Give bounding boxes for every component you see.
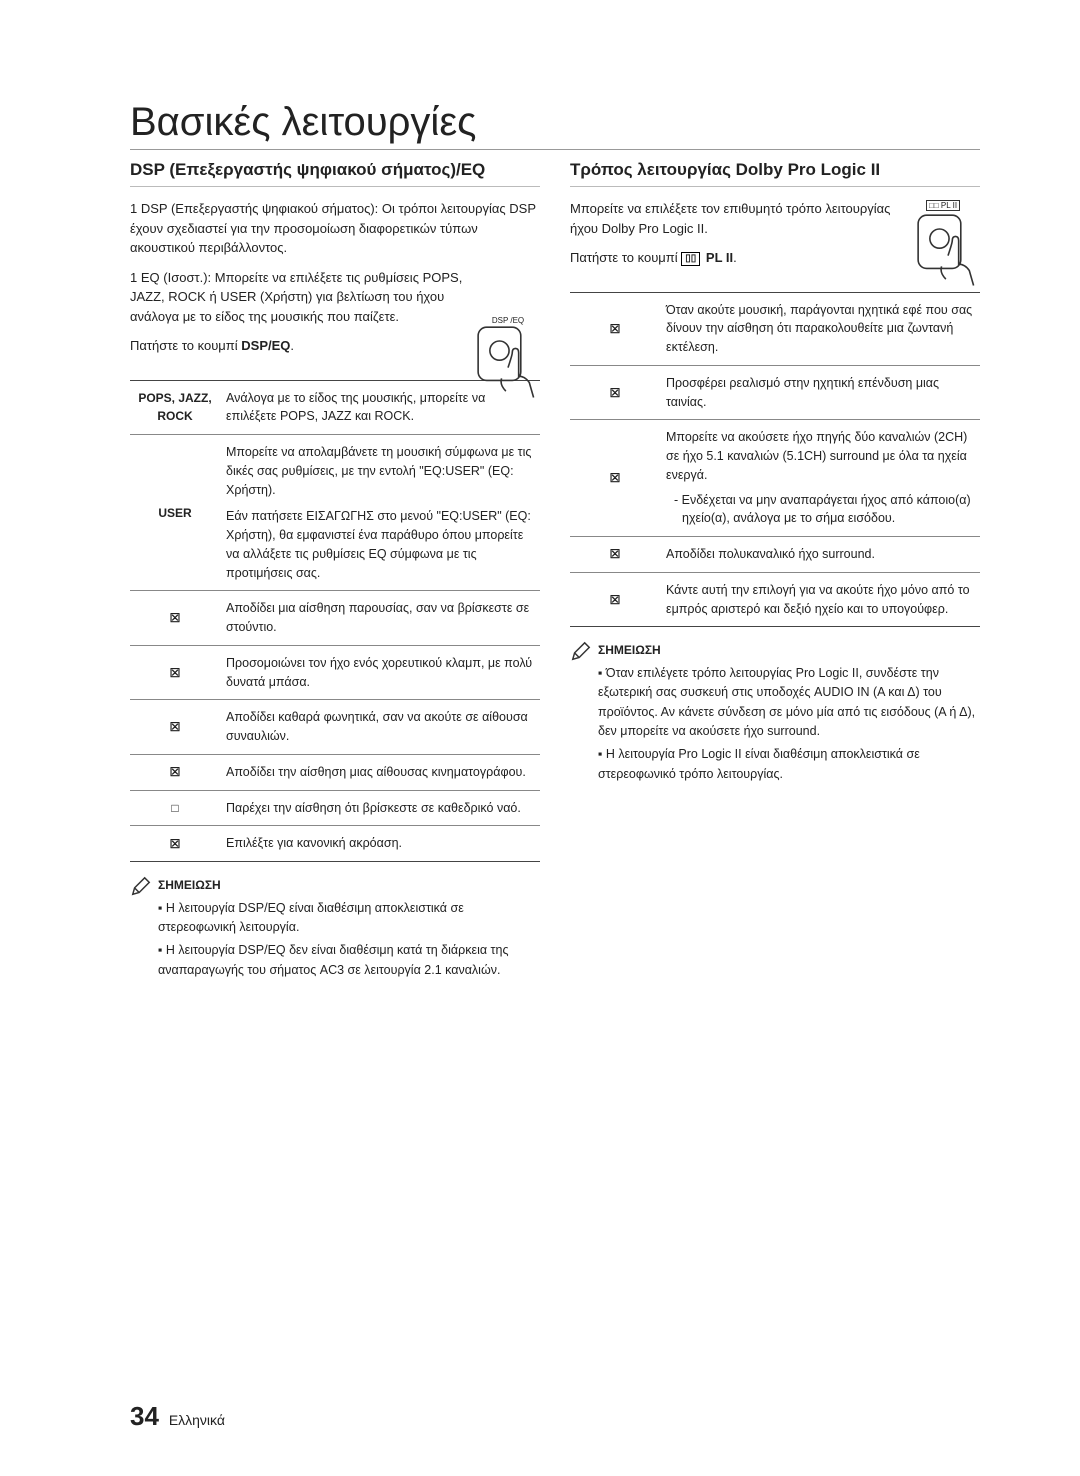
page-title: Βασικές λειτουργίες: [130, 100, 980, 150]
mode-desc: Μπορείτε να ακούσετε ήχο πηγής δύο καναλ…: [658, 420, 980, 537]
mode-desc-a: Μπορείτε να ακούσετε ήχο πηγής δύο καναλ…: [666, 428, 974, 484]
mode-desc: Προσφέρει ρεαλισμό στην ηχητική επένδυση…: [658, 365, 980, 420]
intro1-text: DSP (Επεξεργαστής ψηφιακού σήματος): Οι …: [130, 201, 536, 255]
mode-key: POPS, JAZZ, ROCK: [130, 380, 218, 435]
page-number: 34: [130, 1401, 159, 1431]
table-row: ☒ Προσομοιώνει τον ήχο ενός χορευτικού κ…: [130, 645, 540, 700]
press-suffix: .: [290, 338, 294, 353]
mode-desc: Αποδίδει την αίσθηση μιας αίθουσας κινημ…: [218, 754, 540, 790]
mode-key: ☒: [130, 700, 218, 755]
mode-desc-a: Μπορείτε να απολαμβάνετε τη μουσική σύμφ…: [226, 443, 534, 499]
table-row: ☒ Αποδίδει πολυκαναλικό ήχο surround.: [570, 537, 980, 573]
press-btn-label: DSP/EQ: [241, 338, 290, 353]
mode-desc: Προσομοιώνει τον ήχο ενός χορευτικού κλα…: [218, 645, 540, 700]
dsp-note: ΣΗΜΕΙΩΣΗ ▪ Η λειτουργία DSP/EQ είναι δια…: [130, 876, 540, 984]
dolby-table: ☒ Όταν ακούτε μουσική, παράγονται ηχητικ…: [570, 292, 980, 628]
note-line-1-text: Όταν επιλέγετε τρόπο λειτουργίας Pro Log…: [598, 666, 975, 738]
note-body: ΣΗΜΕΙΩΣΗ ▪ Όταν επιλέγετε τρόπο λειτουργ…: [598, 641, 980, 788]
table-row: ☒ Αποδίδει μια αίσθηση παρουσίας, σαν να…: [130, 591, 540, 646]
pencil-note-icon: [130, 876, 152, 898]
page-language: Ελληνικά: [169, 1412, 225, 1428]
intro1-label: 1: [130, 201, 137, 216]
mode-key: □: [130, 790, 218, 826]
note-title: ΣΗΜΕΙΩΣΗ: [158, 876, 540, 895]
intro2-label: 1: [130, 270, 137, 285]
note-line-1: ▪ Η λειτουργία DSP/EQ είναι διαθέσιμη απ…: [158, 899, 540, 938]
mode-desc: Αποδίδει καθαρά φωνητικά, σαν να ακούτε …: [218, 700, 540, 755]
dolby-note: ΣΗΜΕΙΩΣΗ ▪ Όταν επιλέγετε τρόπο λειτουργ…: [570, 641, 980, 788]
mode-key: ☒: [130, 754, 218, 790]
mode-key: USER: [130, 435, 218, 591]
press-prefix: Πατήστε το κουμπί: [570, 250, 681, 265]
table-row: ☒ Αποδίδει την αίσθηση μιας αίθουσας κιν…: [130, 754, 540, 790]
two-column-layout: DSP (Επεξεργαστής ψηφιακού σήματος)/EQ 1…: [130, 160, 980, 984]
note-line-1-text: Η λειτουργία DSP/EQ είναι διαθέσιμη αποκ…: [158, 901, 464, 934]
mode-key: ☒: [130, 826, 218, 862]
table-row: ☒ Αποδίδει καθαρά φωνητικά, σαν να ακούτ…: [130, 700, 540, 755]
mode-key: ☒: [570, 537, 658, 573]
note-line-1: ▪ Όταν επιλέγετε τρόπο λειτουργίας Pro L…: [598, 664, 980, 742]
note-line-2: ▪ Η λειτουργία DSP/EQ δεν είναι διαθέσιμ…: [158, 941, 540, 980]
mode-key: ☒: [570, 365, 658, 420]
remote-press-icon: [916, 213, 980, 298]
dolby-heading: Τρόπος λειτουργίας Dolby Pro Logic II: [570, 160, 980, 187]
press-prefix: Πατήστε το κουμπί: [130, 338, 241, 353]
table-row: ☒ Μπορείτε να ακούσετε ήχο πηγής δύο καν…: [570, 420, 980, 537]
note-line-2-text: Η λειτουργία DSP/EQ δεν είναι διαθέσιμη …: [158, 943, 508, 976]
mode-desc-b: Εάν πατήσετε ΕΙΣΑΓΩΓΗΣ στο μενού "EQ:USE…: [226, 507, 534, 582]
page-footer: 34 Ελληνικά: [130, 1401, 225, 1432]
mode-key: ☒: [570, 572, 658, 627]
press-btn-label: PL II: [706, 250, 733, 265]
mode-key: ☒: [570, 292, 658, 365]
table-row: □ Παρέχει την αίσθηση ότι βρίσκεστε σε κ…: [130, 790, 540, 826]
dsp-eq-btn-mini-label: DSP /EQ: [476, 316, 540, 325]
right-column: Τρόπος λειτουργίας Dolby Pro Logic II Μπ…: [570, 160, 980, 984]
pencil-note-icon: [570, 641, 592, 663]
mode-desc-sub: - Ενδέχεται να μην αναπαράγεται ήχος από…: [666, 491, 974, 529]
intro2-text: EQ (Ισοστ.): Μπορείτε να επιλέξετε τις ρ…: [130, 270, 462, 324]
mode-desc: Αποδίδει πολυκαναλικό ήχο surround.: [658, 537, 980, 573]
mode-desc: Κάντε αυτή την επιλογή για να ακούτε ήχο…: [658, 572, 980, 627]
note-line-2-text: Η λειτουργία Pro Logic II είναι διαθέσιμ…: [598, 747, 920, 780]
mode-key: ☒: [130, 645, 218, 700]
mode-key: ☒: [570, 420, 658, 537]
table-row: ☒ Προσφέρει ρεαλισμό στην ηχητική επένδυ…: [570, 365, 980, 420]
note-title: ΣΗΜΕΙΩΣΗ: [598, 641, 980, 660]
press-suffix: .: [733, 250, 737, 265]
dsp-eq-heading: DSP (Επεξεργαστής ψηφιακού σήματος)/EQ: [130, 160, 540, 187]
left-column: DSP (Επεξεργαστής ψηφιακού σήματος)/EQ 1…: [130, 160, 540, 984]
mode-key: ☒: [130, 591, 218, 646]
mode-desc: Μπορείτε να απολαμβάνετε τη μουσική σύμφ…: [218, 435, 540, 591]
remote-press-icon: [476, 325, 540, 410]
table-row: USER Μπορείτε να απολαμβάνετε τη μουσική…: [130, 435, 540, 591]
dsp-eq-table: POPS, JAZZ, ROCK Ανάλογα με το είδος της…: [130, 380, 540, 863]
table-row: ☒ Κάντε αυτή την επιλογή για να ακούτε ή…: [570, 572, 980, 627]
dsp-intro-1: 1 DSP (Επεξεργαστής ψηφιακού σήματος): Ο…: [130, 199, 540, 258]
note-body: ΣΗΜΕΙΩΣΗ ▪ Η λειτουργία DSP/EQ είναι δια…: [158, 876, 540, 984]
table-row: ☒ Επιλέξτε για κανονική ακρόαση.: [130, 826, 540, 862]
dolby-box-icon: ▯▯: [681, 252, 700, 266]
mode-desc: Αποδίδει μια αίσθηση παρουσίας, σαν να β…: [218, 591, 540, 646]
mode-desc: Παρέχει την αίσθηση ότι βρίσκεστε σε καθ…: [218, 790, 540, 826]
mode-desc-sub-item: - Ενδέχεται να μην αναπαράγεται ήχος από…: [674, 491, 974, 529]
plii-btn-mini-label: □□ PL II: [926, 200, 960, 211]
mode-desc: Επιλέξτε για κανονική ακρόαση.: [218, 826, 540, 862]
note-line-2: ▪ Η λειτουργία Pro Logic II είναι διαθέσ…: [598, 745, 980, 784]
